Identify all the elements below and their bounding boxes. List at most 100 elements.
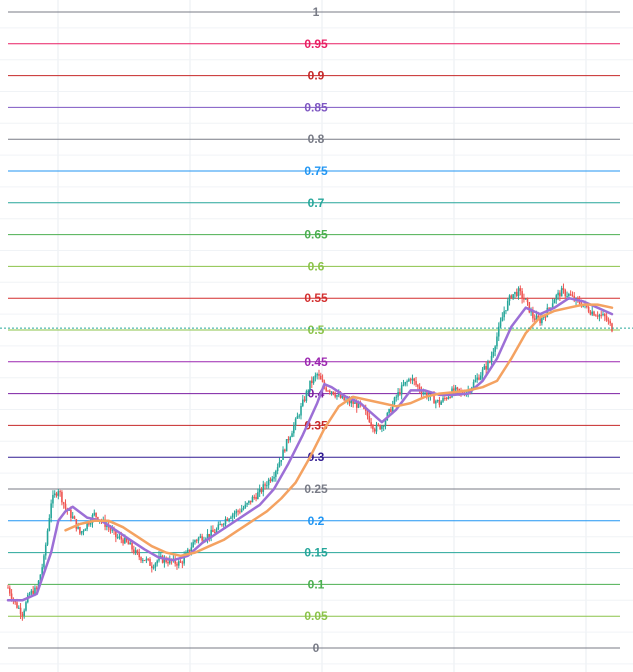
candle-body [179, 561, 182, 563]
candle-body [264, 484, 266, 486]
fib-level-label-0.05: 0.05 [304, 609, 328, 623]
candle-body [212, 529, 214, 533]
candle-body [440, 401, 443, 405]
candle-body [57, 491, 60, 496]
candle-body [319, 375, 322, 380]
candle-body [600, 314, 603, 316]
candle-body [32, 590, 34, 595]
candle-body [151, 565, 153, 569]
candle-body [257, 492, 259, 500]
candle-body [35, 587, 38, 589]
candle-body [395, 396, 398, 398]
candle-body [400, 385, 403, 395]
candle-body [332, 391, 335, 395]
candle-body [143, 560, 146, 562]
candle-body [399, 392, 401, 395]
fib-level-label-0.15: 0.15 [304, 546, 328, 560]
candle-body [426, 392, 428, 398]
candle-body [524, 298, 527, 300]
candle-body [506, 300, 509, 311]
candle-body [444, 397, 446, 399]
candle-body [231, 514, 234, 518]
candle-body [194, 540, 196, 543]
fib-level-label-0.7: 0.7 [308, 196, 325, 210]
candle-body [355, 402, 358, 408]
candle-body [41, 567, 43, 575]
candle-body [224, 518, 227, 525]
candle-body [149, 559, 151, 566]
candle-body [357, 401, 360, 408]
candle-body [294, 418, 297, 426]
candle-body [611, 323, 613, 332]
candle-body [8, 587, 11, 594]
candle-body [605, 316, 608, 321]
candle-body [411, 378, 414, 381]
candle-body [302, 399, 304, 406]
candle-body [122, 539, 124, 544]
candle-body [273, 476, 275, 479]
moving-averages [6, 296, 614, 602]
candle-body [88, 523, 90, 525]
candle-body [595, 315, 597, 317]
candle-body [235, 510, 238, 514]
candle-body [186, 549, 189, 553]
candle-body [217, 524, 220, 530]
candle-body [61, 491, 63, 503]
candle-body [52, 494, 54, 504]
fib-level-label-0.35: 0.35 [304, 418, 328, 432]
candle-body [519, 288, 522, 292]
ma-series-0 [6, 296, 614, 602]
candle-body [415, 381, 417, 385]
candle-body [377, 424, 380, 426]
candle-body [422, 392, 425, 394]
candle-body [328, 390, 331, 393]
candle-body [370, 422, 372, 426]
candle-body [233, 513, 236, 515]
candle-body [420, 390, 423, 394]
candle-body [560, 288, 563, 297]
candle-body [291, 433, 293, 438]
candle-body [566, 296, 568, 298]
candle-body [77, 527, 79, 529]
fib-level-label-0.2: 0.2 [308, 514, 325, 528]
candle-body [310, 380, 313, 384]
candle-body [293, 425, 295, 434]
candle-body [7, 587, 9, 589]
candle-body [438, 400, 441, 405]
candle-body [53, 493, 56, 495]
fib-levels: 1 0.95 0.9 0.85 0.8 0.75 0.7 0.65 0.6 0.55 0.5 0.45… [8, 5, 620, 655]
candle-body [483, 366, 486, 370]
candle-body [372, 425, 374, 430]
candle-body [562, 288, 565, 290]
candle-body [19, 607, 22, 615]
candle-body [521, 291, 523, 299]
candle-body [73, 516, 76, 520]
candle-body [492, 351, 495, 357]
candle-body [532, 311, 534, 319]
candle-body [541, 317, 543, 324]
candle-body [339, 394, 342, 398]
candle-body [195, 540, 198, 542]
fib-level-label-0.9: 0.9 [308, 69, 325, 83]
candle-body [591, 311, 594, 315]
candle-body [140, 557, 142, 561]
candle-body [530, 311, 532, 313]
candle-body [593, 311, 595, 316]
candle-body [350, 400, 353, 404]
candle-body [314, 375, 317, 378]
candle-body [352, 400, 354, 404]
fib-level-label-1: 1 [313, 5, 320, 19]
candle-body [262, 484, 265, 492]
candle-body [237, 510, 239, 512]
candle-body [210, 529, 212, 538]
candle-body [379, 424, 381, 430]
fib-level-label-0.5: 0.5 [308, 323, 325, 337]
candle-body [510, 295, 513, 299]
candle-body [330, 391, 333, 393]
candle-body [485, 366, 487, 370]
candle-body [523, 298, 525, 300]
candle-body [246, 503, 248, 505]
candle-body [129, 542, 132, 545]
candle-body [417, 384, 419, 387]
candle-body [609, 321, 612, 324]
